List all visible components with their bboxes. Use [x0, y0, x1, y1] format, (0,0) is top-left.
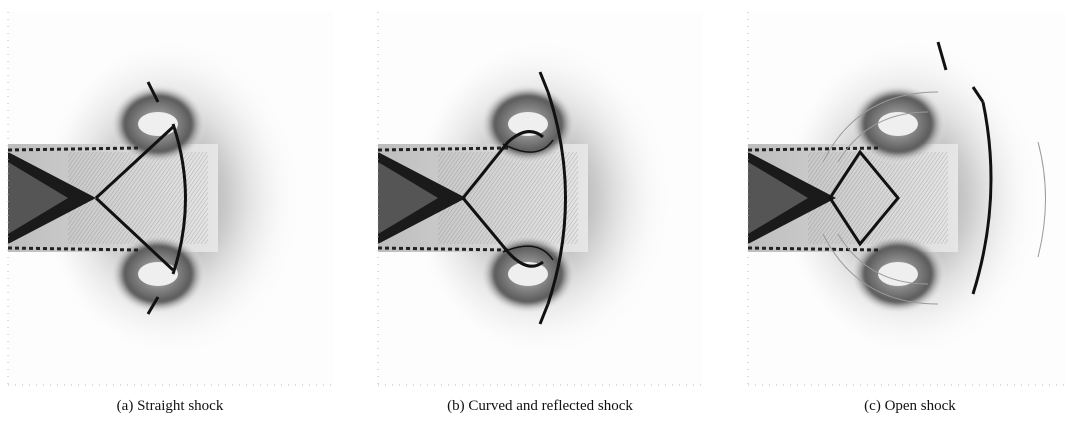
shape [378, 12, 703, 385]
panel-a [8, 12, 333, 385]
figure: (a) Straight shock (b) Curved and reflec… [0, 0, 1065, 425]
caption: (b) Curved and reflected shock [375, 398, 705, 415]
shape [8, 12, 333, 385]
caption: (a) Straight shock [5, 398, 335, 415]
caption: (c) Open shock [745, 398, 1065, 415]
panel-c [748, 12, 1065, 385]
panel-b [378, 12, 703, 385]
shape [748, 12, 1065, 385]
panels [0, 0, 1065, 395]
